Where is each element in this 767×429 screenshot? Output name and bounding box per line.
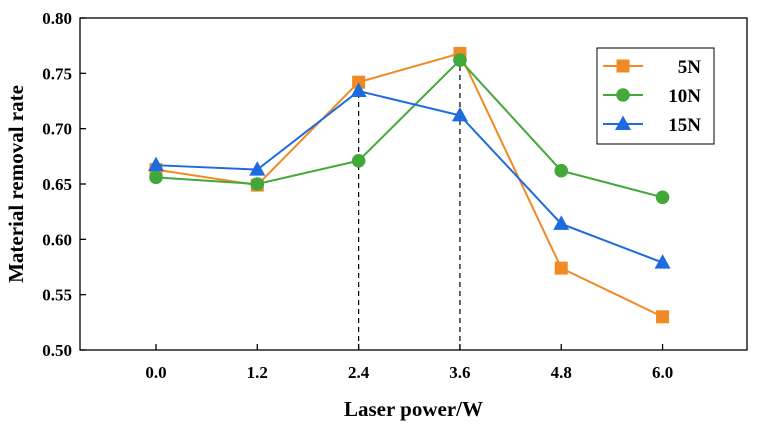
- y-tick-label: 0.50: [42, 341, 72, 360]
- data-point: [451, 106, 468, 122]
- legend: 5N 10N 15N: [596, 47, 715, 145]
- x-axis: 0.0 1.2 2.4 3.6 4.8 6.0: [145, 344, 673, 382]
- legend-marker: [615, 115, 631, 130]
- data-point: [352, 75, 366, 89]
- legend-label: 15N: [668, 115, 701, 136]
- data-point: [656, 310, 670, 324]
- data-point: [249, 161, 266, 176]
- legend-marker: [616, 59, 630, 73]
- series-line: [155, 52, 664, 318]
- x-tick-label: 2.4: [348, 363, 370, 382]
- series-layer: [147, 46, 671, 324]
- y-tick-label: 0.60: [42, 230, 72, 249]
- x-tick-label: 0.0: [145, 363, 166, 382]
- data-point: [351, 153, 366, 168]
- data-point: [553, 215, 570, 230]
- legend-item: 10N: [603, 86, 701, 107]
- y-tick-label: 0.55: [42, 286, 72, 305]
- legend-marker: [616, 88, 630, 102]
- series-line: [155, 89, 663, 264]
- data-point: [655, 190, 670, 205]
- x-axis-title: Laser power/W: [344, 397, 483, 421]
- reference-lines: [358, 53, 461, 350]
- data-point: [554, 261, 568, 275]
- y-tick-label: 0.75: [42, 64, 72, 83]
- data-point: [654, 254, 671, 269]
- x-tick-label: 3.6: [449, 363, 470, 382]
- y-tick-label: 0.65: [42, 175, 72, 194]
- y-axis: 0.50 0.55 0.60 0.65 0.70 0.75 0.80: [42, 9, 86, 360]
- y-axis-title: Material removal rate: [4, 85, 28, 283]
- series-5n: [149, 46, 670, 324]
- data-point: [149, 170, 163, 185]
- data-point: [554, 163, 569, 178]
- legend-label: 5N: [678, 57, 702, 78]
- x-tick-label: 1.2: [247, 363, 268, 382]
- x-tick-label: 6.0: [652, 363, 673, 382]
- data-point: [250, 177, 265, 191]
- data-point: [453, 53, 467, 67]
- series-10n: [149, 53, 670, 205]
- x-tick-label: 4.8: [551, 363, 572, 382]
- data-point: [350, 82, 367, 98]
- legend-item: 15N: [603, 115, 701, 136]
- series-line: [155, 58, 663, 199]
- y-tick-label: 0.70: [42, 120, 72, 139]
- legend-label: 10N: [668, 86, 701, 107]
- data-point: [147, 156, 164, 172]
- y-tick-label: 0.80: [42, 9, 72, 28]
- legend-item: 5N: [603, 57, 701, 78]
- series-15n: [147, 82, 671, 269]
